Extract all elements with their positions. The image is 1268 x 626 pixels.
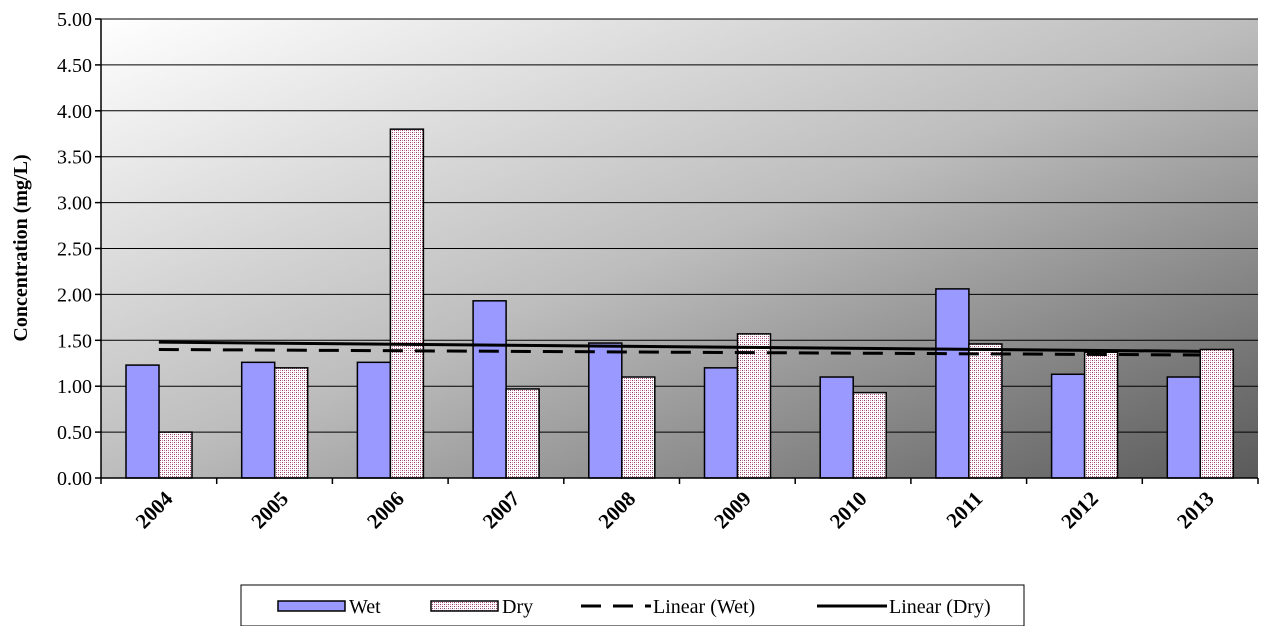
gridlines [101,18,1258,433]
x-tick-label-2007: 2007 [478,487,525,534]
trendlines [158,340,1201,357]
y-tick-label: 1.50 [57,330,92,352]
bar-wet-2005 [240,361,276,479]
bar-wet-2008 [588,342,623,479]
axes [95,18,1259,484]
legend-label: Linear (Wet) [653,596,755,618]
x-tick-label-2005: 2005 [246,487,293,534]
y-axis-title: Concentration (mg/L) [10,154,32,341]
x-tick-label-2004: 2004 [131,486,178,533]
bar-wet-2007 [472,300,507,479]
y-tick-label: 5.00 [57,9,92,31]
x-tick-label-2010: 2010 [825,487,872,534]
x-tick-label-2011: 2011 [941,487,987,533]
trendline-wet [158,347,1201,357]
y-tick-label: 3.00 [57,193,92,215]
bar-dry-2013 [1199,348,1235,479]
y-tick-labels: 0.00 0.50 1.00 1.50 2.00 2.50 3.00 3.50 4.00 4.50… [57,9,92,490]
bar-dry-2004 [158,431,193,479]
bar-dry-2008 [621,376,656,479]
y-tick-label: 2.00 [57,284,92,306]
y-tick-label: 1.00 [57,376,92,398]
bar-wet-2006 [356,361,392,479]
bar-dry-2011 [968,343,1003,479]
bar-wet-2009 [703,367,739,479]
x-tick-label-2006: 2006 [362,487,409,534]
x-tick-label-2008: 2008 [594,487,641,534]
x-tick-label-2013: 2013 [1172,487,1219,534]
bar-dry-2007 [505,388,540,479]
legend-swatch [430,600,499,612]
y-tick-label: 2.50 [57,239,92,261]
y-tick-label: 0.00 [57,468,92,490]
trendline-dry [158,340,1201,353]
bar-wet-2013 [1166,376,1202,479]
bar-dry-2012 [1083,351,1119,479]
x-tick-labels: 2004 2005 2006 2007 2008 2009 2010 2011 2012 2013 [131,486,1219,533]
x-tick-label-2012: 2012 [1056,487,1103,534]
y-tick-label: 4.00 [57,101,92,123]
bar-dry-2006 [389,128,425,479]
bar-wet-2011 [935,288,970,479]
legend-swatch [277,600,346,612]
y-tick-label: 4.50 [57,55,92,77]
bar-dry-2009 [736,333,772,479]
x-tick-label-2009: 2009 [709,487,756,534]
bar-dry-2005 [273,367,309,479]
y-tick-label: 3.50 [57,147,92,169]
legend-label: Wet [349,596,381,618]
bar-dry-2010 [852,391,887,479]
legend: Wet Dry Linear (Wet) Linear (Dry) [240,584,1025,626]
legend-label: Dry [502,596,533,618]
legend-label: Linear (Dry) [889,596,991,618]
legend-items: Wet Dry Linear (Wet) Linear (Dry) [277,596,991,618]
bar-wet-2010 [819,376,854,479]
y-tick-label: 0.50 [57,422,92,444]
bar-wet-2004 [125,364,160,479]
bar-wet-2012 [1050,373,1086,479]
